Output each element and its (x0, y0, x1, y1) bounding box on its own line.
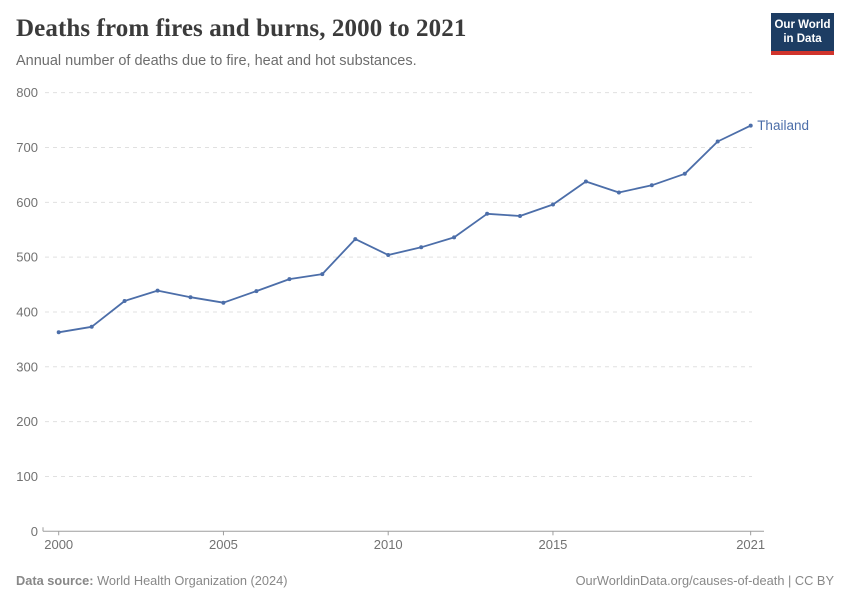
data-point-marker[interactable] (748, 123, 753, 128)
footer-citation-link[interactable]: OurWorldinData.org/causes-of-death | CC … (575, 573, 834, 588)
x-axis-tick-label: 2021 (736, 537, 765, 552)
y-axis-tick-label: 100 (16, 469, 38, 484)
data-source-label: Data source: (16, 573, 94, 588)
y-axis-tick-label: 0 (31, 524, 38, 539)
data-point-marker[interactable] (221, 300, 226, 305)
y-axis-tick-label: 300 (16, 359, 38, 374)
chart-footer: Data source: World Health Organization (… (0, 573, 850, 588)
data-point-marker[interactable] (287, 277, 292, 282)
data-point-marker[interactable] (616, 190, 621, 195)
data-point-marker[interactable] (89, 324, 94, 329)
data-point-marker[interactable] (649, 183, 654, 188)
series-line-thailand[interactable] (57, 124, 752, 334)
data-point-marker[interactable] (386, 253, 391, 257)
data-point-marker[interactable] (682, 171, 687, 176)
x-axis-tick-label: 2015 (538, 537, 567, 552)
data-source: Data source: World Health Organization (… (16, 573, 287, 588)
data-source-value: World Health Organization (2024) (93, 573, 288, 588)
data-point-marker[interactable] (254, 289, 259, 294)
data-point-marker[interactable] (320, 272, 325, 277)
data-point-marker[interactable] (155, 288, 160, 293)
data-point-marker[interactable] (485, 211, 490, 216)
y-axis-tick-label: 600 (16, 195, 38, 210)
y-axis-tick-label: 500 (16, 250, 38, 265)
data-point-marker[interactable] (353, 237, 358, 242)
x-axis-tick-label: 2010 (374, 537, 403, 552)
line-chart-svg[interactable]: 0 100 200 300 400 500 600 700 800 2000 2005 2010 201… (0, 80, 850, 558)
owid-logo-line1: Our World (774, 19, 831, 31)
y-axis-tick-label: 200 (16, 414, 38, 429)
x-axis-tick-label: 2000 (44, 537, 73, 552)
y-axis-tick-label: 700 (16, 140, 38, 155)
series-label-thailand[interactable]: Thailand (757, 118, 809, 133)
data-point-marker[interactable] (518, 214, 522, 218)
chart-subtitle: Annual number of deaths due to fire, hea… (16, 53, 417, 69)
owid-logo-line2: in Data (783, 32, 822, 45)
y-axis-tick-label: 800 (16, 85, 38, 100)
chart-title: Deaths from fires and burns, 2000 to 202… (16, 15, 467, 42)
owid-logo[interactable]: Our World in Data (771, 13, 834, 55)
data-point-marker[interactable] (583, 179, 588, 184)
x-axis-tick-label: 2005 (209, 537, 238, 552)
data-point-marker[interactable] (188, 295, 193, 300)
data-point-marker[interactable] (419, 245, 424, 250)
data-point-marker[interactable] (122, 299, 127, 303)
data-point-marker[interactable] (452, 235, 457, 240)
data-point-marker[interactable] (551, 202, 555, 207)
data-point-marker[interactable] (715, 139, 720, 144)
data-point-marker[interactable] (56, 330, 61, 335)
y-axis-tick-label: 400 (16, 304, 38, 319)
